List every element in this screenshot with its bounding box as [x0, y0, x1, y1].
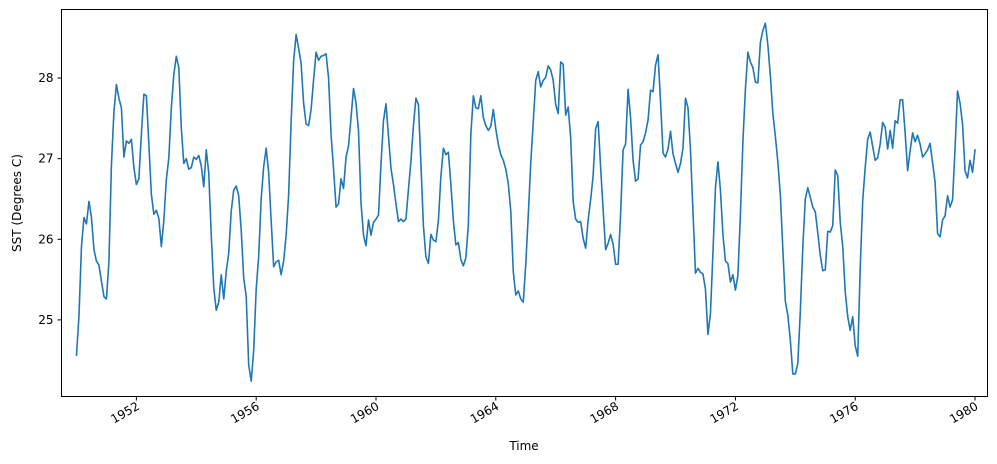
plot-frame	[61, 9, 988, 397]
x-tick-label: 1976	[827, 399, 860, 426]
x-axis-label: Time	[508, 439, 538, 453]
x-tick-label: 1960	[348, 399, 381, 426]
y-tick-label: 25	[38, 313, 53, 327]
x-tick-label: 1964	[468, 399, 501, 426]
y-tick-label: 28	[38, 71, 53, 85]
x-tick-label: 1956	[228, 399, 261, 426]
x-tick-label: 1972	[707, 399, 740, 426]
y-tick-label: 27	[38, 152, 53, 166]
y-tick-label: 26	[38, 232, 53, 246]
x-tick-label: 1968	[588, 399, 621, 426]
x-axis-ticks: 1952 1956 1960 1964 1968 1972 1976 1980	[108, 396, 981, 426]
sst-series-line	[75, 22, 976, 382]
plot-area	[61, 9, 988, 397]
y-axis-label: SST (Degrees C)	[10, 154, 24, 252]
x-tick-label: 1980	[947, 399, 980, 426]
y-axis-ticks: 25 26 27 28	[38, 71, 62, 327]
x-tick-label: 1952	[108, 399, 141, 426]
